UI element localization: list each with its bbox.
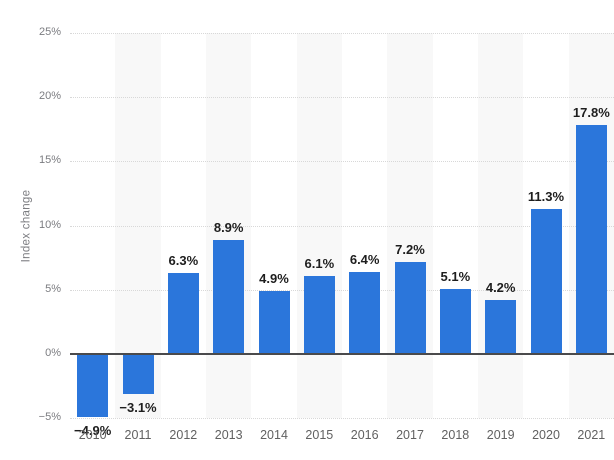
- zero-axis-line: [70, 353, 614, 355]
- gridline-5%: [70, 289, 614, 291]
- bar-2011[interactable]: [122, 354, 154, 394]
- x-tick-2021: 2021: [577, 428, 606, 442]
- value-label-2011: −3.1%: [119, 399, 157, 415]
- value-label-2015: 6.1%: [304, 255, 335, 271]
- bar-2019[interactable]: [485, 300, 517, 354]
- bar-2012[interactable]: [167, 273, 199, 354]
- value-label-2017: 7.2%: [395, 241, 425, 257]
- bar-2016[interactable]: [349, 271, 381, 354]
- x-tick-2013: 2013: [214, 428, 243, 442]
- x-tick-2010: 2010: [78, 428, 107, 442]
- gridline-15%: [70, 161, 614, 163]
- value-label-2014: 4.9%: [259, 271, 289, 287]
- bar-2021[interactable]: [575, 125, 607, 354]
- y-tick-15%: 15%: [38, 154, 61, 167]
- y-tick-10%: 10%: [38, 218, 61, 231]
- x-tick-2018: 2018: [441, 428, 470, 442]
- y-tick-5%: 5%: [45, 282, 61, 295]
- x-tick-2019: 2019: [486, 428, 515, 442]
- bar-2010[interactable]: [77, 354, 109, 417]
- value-label-2010: −4.9%: [74, 422, 112, 438]
- y-tick-25%: 25%: [38, 26, 61, 38]
- gridline-20%: [70, 97, 614, 99]
- y-tick-−5%: −5%: [38, 411, 61, 424]
- x-tick-2012: 2012: [169, 428, 198, 442]
- y-tick-20%: 20%: [38, 90, 61, 103]
- x-tick-2015: 2015: [305, 428, 334, 442]
- x-tick-2014: 2014: [260, 428, 288, 442]
- bar-2020[interactable]: [530, 208, 562, 354]
- value-label-2013: 8.9%: [213, 219, 244, 235]
- y-tick-0%: 0%: [45, 347, 61, 359]
- gridline-25%: [70, 33, 614, 34]
- bar-2014[interactable]: [258, 291, 290, 354]
- bar-2015[interactable]: [303, 275, 335, 354]
- value-label-2012: 6.3%: [168, 253, 199, 269]
- x-tick-2020: 2020: [532, 428, 560, 442]
- bar-2017[interactable]: [394, 261, 426, 354]
- x-tick-2016: 2016: [350, 428, 379, 442]
- x-tick-2011: 2011: [124, 428, 152, 442]
- bar-2013[interactable]: [213, 239, 245, 354]
- value-label-2016: 6.4%: [349, 251, 380, 267]
- gridline-−5%: [70, 418, 614, 420]
- value-label-2018: 5.1%: [440, 268, 471, 284]
- value-label-2019: 4.2%: [485, 280, 516, 296]
- value-label-2021: 17.8%: [572, 105, 610, 121]
- gridline-10%: [70, 225, 614, 227]
- bar-2018[interactable]: [439, 288, 471, 354]
- x-tick-2017: 2017: [396, 428, 424, 442]
- value-label-2020: 11.3%: [527, 188, 565, 204]
